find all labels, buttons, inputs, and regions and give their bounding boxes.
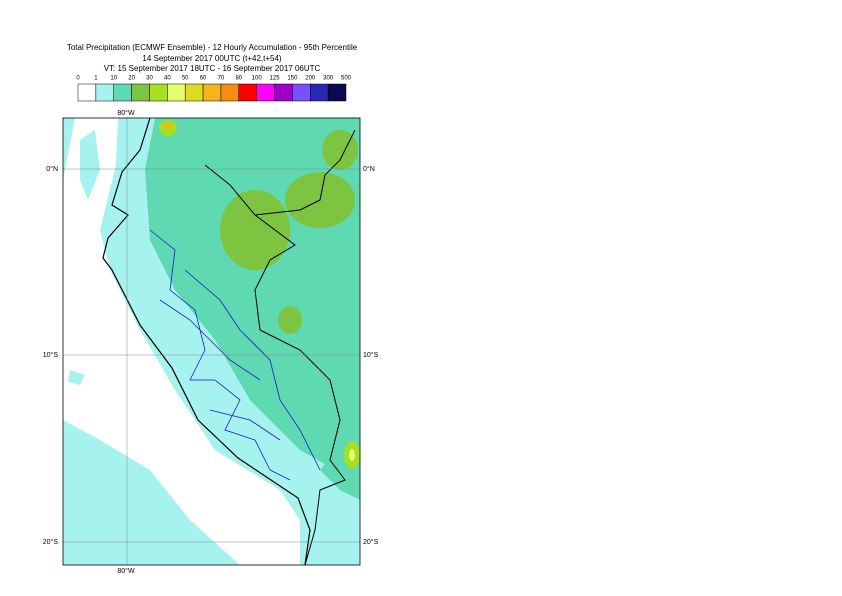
legend-label: 500 — [341, 76, 352, 82]
precip-moderate — [320, 420, 360, 500]
legend-label: 150 — [287, 76, 298, 82]
precip-heavy — [220, 190, 290, 270]
legend-swatch — [131, 83, 150, 102]
legend-swatch — [167, 83, 186, 102]
legend-label: 1 — [94, 76, 98, 82]
parallel-label: 0°N — [46, 165, 58, 173]
legend-label: 60 — [200, 76, 207, 82]
legend-label: 10 — [110, 76, 117, 82]
map-frame — [62, 117, 361, 566]
precip-peak — [164, 123, 172, 129]
meridian-label: 80°W — [117, 109, 135, 117]
ocean-dry — [63, 118, 300, 565]
legend-swatch — [220, 83, 240, 102]
legend-swatch — [292, 83, 311, 102]
legend-label: 125 — [270, 76, 281, 82]
country-border — [204, 129, 356, 565]
legend-swatch — [238, 83, 257, 102]
precip-patch — [80, 130, 100, 200]
map: 80°W 80°W 0°N 0°N 10°S 10°S 20°S 20°S — [43, 109, 379, 575]
legend-label: 40 — [164, 76, 171, 82]
legend-label: 50 — [182, 76, 189, 82]
parallel-label: 20°S — [43, 538, 59, 546]
run-time: 14 September 2017 00UTC (t+42,t+54) — [142, 54, 282, 63]
legend-swatch — [149, 83, 168, 102]
legend-swatch — [77, 83, 97, 102]
legend-swatch — [202, 83, 222, 102]
precip-patch — [68, 370, 85, 385]
title: Total Precipitation (ECMWF Ensemble) - 1… — [67, 43, 358, 52]
legend-label: 300 — [323, 76, 334, 82]
valid-time: VT: 15 September 2017 18UTC - 16 Septemb… — [104, 64, 321, 73]
legend-swatch — [95, 83, 114, 102]
legend-swatch — [113, 83, 132, 102]
legend-swatch — [256, 83, 275, 102]
legend-label: 20 — [128, 76, 135, 82]
legend-swatch — [184, 83, 204, 102]
legend-label: 100 — [252, 76, 263, 82]
precip-heavy — [278, 306, 302, 334]
legend-swatch — [274, 83, 293, 102]
precip-heavy — [322, 130, 358, 170]
legend-label: 80 — [235, 76, 242, 82]
legend-swatch — [327, 83, 347, 102]
coastline — [102, 118, 311, 565]
legend-label: 0 — [76, 76, 80, 82]
region-border — [149, 229, 321, 481]
precip-peak — [349, 449, 355, 461]
parallel-label: 10°S — [43, 351, 59, 359]
meridian-label: 80°W — [117, 567, 135, 575]
legend-swatch — [310, 83, 329, 102]
parallel-label: 0°N — [363, 165, 375, 173]
legend-label: 70 — [218, 76, 225, 82]
parallel-label: 20°S — [363, 538, 379, 546]
legend: 0 1 10 20 30 40 50 60 70 80 100 125 150 200 300 500 — [76, 76, 352, 102]
parallel-label: 10°S — [363, 351, 379, 359]
legend-label: 200 — [305, 76, 316, 82]
legend-label: 30 — [146, 76, 153, 82]
